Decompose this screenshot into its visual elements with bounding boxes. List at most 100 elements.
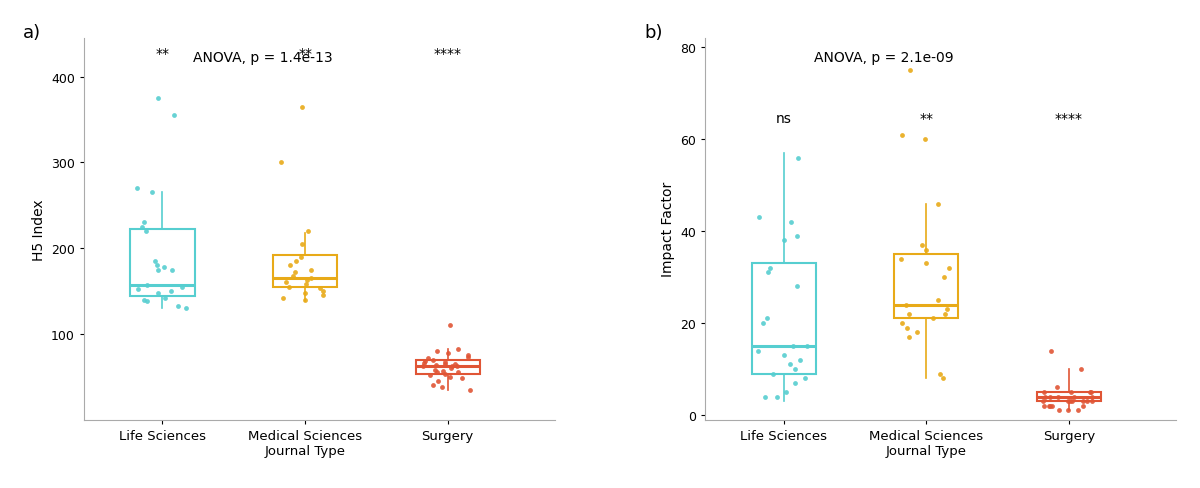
Point — [424, 356, 443, 364]
Point — [162, 287, 181, 295]
Point — [428, 377, 448, 385]
Point — [292, 253, 311, 261]
Point — [930, 370, 949, 378]
Point — [796, 374, 815, 382]
Point — [149, 95, 168, 103]
Point — [1081, 388, 1100, 396]
Point — [313, 292, 332, 300]
Point — [419, 354, 438, 362]
Point — [145, 258, 164, 265]
Point — [301, 275, 320, 283]
Point — [1062, 397, 1081, 405]
Text: ANOVA, p = 1.4e-13: ANOVA, p = 1.4e-13 — [193, 50, 332, 64]
Bar — [1037, 392, 1102, 401]
Bar — [415, 360, 480, 374]
Point — [448, 362, 467, 370]
Point — [427, 361, 446, 369]
Bar — [272, 255, 337, 287]
Point — [774, 237, 793, 244]
Point — [892, 320, 911, 327]
Point — [754, 320, 773, 327]
Point — [168, 303, 187, 311]
Point — [1048, 384, 1067, 391]
Point — [907, 328, 926, 336]
Point — [787, 283, 806, 290]
Point — [784, 343, 803, 350]
Point — [415, 358, 434, 366]
Bar — [751, 264, 816, 374]
Point — [449, 346, 468, 353]
Point — [929, 200, 948, 208]
Point — [1050, 407, 1069, 414]
Text: b): b) — [644, 24, 662, 42]
Point — [1036, 393, 1055, 401]
Point — [127, 185, 146, 193]
Point — [173, 283, 192, 291]
Point — [916, 246, 935, 254]
Point — [296, 281, 316, 288]
Point — [937, 305, 956, 313]
Point — [134, 296, 154, 304]
Point — [295, 289, 314, 297]
Point — [1078, 397, 1097, 405]
Point — [271, 159, 290, 167]
Point — [274, 294, 293, 302]
Point — [798, 343, 817, 350]
Point — [149, 289, 168, 297]
Point — [791, 356, 810, 364]
Point — [1040, 402, 1060, 410]
Point — [277, 279, 296, 287]
Point — [134, 219, 154, 227]
Point — [1082, 393, 1102, 401]
Point — [1042, 347, 1061, 355]
Text: **: ** — [919, 112, 934, 126]
Point — [892, 255, 911, 263]
Point — [301, 266, 320, 274]
Point — [137, 298, 156, 305]
Point — [286, 269, 305, 277]
Point — [899, 333, 918, 341]
Point — [414, 363, 433, 370]
Point — [162, 266, 181, 274]
Point — [900, 310, 919, 318]
Point — [786, 366, 805, 373]
Point — [1042, 402, 1061, 410]
Point — [892, 131, 911, 139]
Point — [1082, 397, 1102, 405]
Point — [287, 258, 306, 265]
Point — [148, 262, 167, 269]
Point — [1049, 393, 1068, 401]
Point — [137, 227, 156, 235]
Point — [440, 373, 460, 381]
Point — [914, 136, 934, 144]
Point — [452, 375, 472, 383]
Point — [420, 371, 439, 379]
Point — [775, 351, 794, 359]
Point — [458, 353, 478, 361]
Point — [749, 347, 768, 355]
Point — [292, 241, 311, 248]
Point — [896, 301, 916, 309]
Point — [1073, 397, 1092, 405]
Point — [1034, 402, 1054, 410]
Point — [935, 310, 954, 318]
Point — [439, 349, 458, 357]
Text: ANOVA, p = 2.1e-09: ANOVA, p = 2.1e-09 — [815, 50, 954, 64]
Point — [913, 242, 932, 249]
Point — [757, 315, 776, 323]
Point — [1034, 397, 1054, 405]
Point — [1061, 388, 1080, 396]
Point — [149, 266, 168, 274]
Point — [128, 286, 148, 294]
Point — [763, 370, 782, 378]
Point — [900, 67, 919, 75]
Point — [442, 365, 461, 372]
Point — [436, 360, 455, 368]
Bar — [131, 230, 194, 297]
Point — [1034, 388, 1054, 396]
Point — [138, 282, 157, 289]
Point — [458, 352, 478, 360]
Point — [443, 363, 462, 370]
Point — [780, 361, 799, 368]
Y-axis label: H5 Index: H5 Index — [31, 199, 46, 260]
